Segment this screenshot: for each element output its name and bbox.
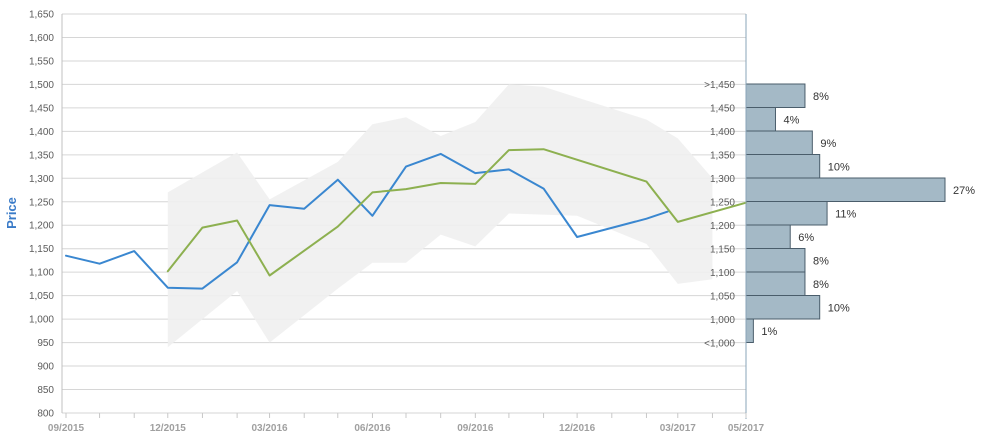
y-tick-label: 1,600 <box>29 33 54 44</box>
series-line-1 <box>65 152 669 290</box>
x-tick-label: 09/2016 <box>457 423 494 434</box>
series-lines <box>65 148 747 290</box>
histogram-percent-label: 8% <box>813 279 829 291</box>
histogram-bin-label: 1,100 <box>710 268 735 279</box>
axes: 1,650 1,600 1,550 1,500 1,450 1,400 1,350 1,300… <box>29 10 765 435</box>
x-tick-label: 09/2015 <box>48 423 85 434</box>
y-tick-label: 1,500 <box>29 80 54 91</box>
histogram-bin-label: 1,300 <box>710 174 735 185</box>
x-tick-label: 12/2016 <box>559 423 596 434</box>
histogram-bin-label: >1,450 <box>704 80 735 91</box>
histogram-bin-label: 1,350 <box>710 151 735 162</box>
y-tick-label: 1,050 <box>29 291 54 302</box>
histogram-bin-label: 1,250 <box>710 198 735 209</box>
distribution-histogram: 8% >1,450 4% 1,450 9% 1,400 10% 1,350 27% 1,300 11… <box>704 80 975 350</box>
y-tick-label: 1,450 <box>29 103 54 114</box>
histogram-bar <box>745 177 946 202</box>
histogram-bin-label: <1,000 <box>704 339 735 350</box>
y-axis-label: Price <box>4 197 19 229</box>
y-tick-label: 1,250 <box>29 197 54 208</box>
histogram-percent-label: 4% <box>783 114 799 126</box>
histogram-percent-label: 10% <box>828 302 850 314</box>
y-tick-label: 1,650 <box>29 10 54 21</box>
histogram-percent-label: 8% <box>813 91 829 103</box>
y-tick-label: 900 <box>37 362 54 373</box>
histogram-bar <box>745 224 791 249</box>
y-tick-label: 1,000 <box>29 315 54 326</box>
y-tick-label: 800 <box>37 409 54 420</box>
histogram-bin-label: 1,200 <box>710 221 735 232</box>
histogram-percent-label: 27% <box>953 185 975 197</box>
histogram-percent-label: 1% <box>761 326 777 338</box>
histogram-bin-label: 1,000 <box>710 315 735 326</box>
y-tick-label: 1,100 <box>29 268 54 279</box>
x-tick-label: 03/2017 <box>660 423 697 434</box>
series-line-2 <box>166 148 747 277</box>
histogram-bar <box>745 271 806 296</box>
y-tick-label: 1,550 <box>29 56 54 67</box>
histogram-percent-label: 6% <box>798 232 814 244</box>
x-tick-label: 12/2015 <box>150 423 187 434</box>
histogram-bar <box>745 248 806 273</box>
range-band <box>167 84 713 348</box>
x-tick-label: 03/2016 <box>251 423 288 434</box>
histogram-bar <box>745 318 754 343</box>
histogram-bin-label: 1,400 <box>710 127 735 138</box>
histogram-bar <box>745 201 828 226</box>
x-tick-label: 06/2016 <box>354 423 391 434</box>
histogram-percent-label: 8% <box>813 255 829 267</box>
y-tick-label: 1,300 <box>29 174 54 185</box>
histogram-bar <box>745 154 821 179</box>
x-tick-label: 05/2017 <box>728 423 765 434</box>
histogram-bar <box>745 295 821 320</box>
histogram-percent-label: 11% <box>835 208 856 220</box>
histogram-percent-label: 9% <box>820 138 836 150</box>
histogram-bar <box>745 130 813 155</box>
range-band-layer <box>167 84 713 348</box>
histogram-bin-label: 1,050 <box>710 292 735 303</box>
histogram-bar <box>745 107 776 132</box>
y-tick-label: 1,400 <box>29 127 54 138</box>
y-tick-label: 950 <box>37 338 54 349</box>
y-tick-label: 1,200 <box>29 221 54 232</box>
y-tick-label: 1,350 <box>29 150 54 161</box>
histogram-bin-label: 1,150 <box>710 245 735 256</box>
histogram-percent-label: 10% <box>828 161 850 173</box>
histogram-bar <box>745 83 806 108</box>
y-tick-label: 850 <box>37 385 54 396</box>
y-tick-label: 1,150 <box>29 244 54 255</box>
histogram-bin-label: 1,450 <box>710 104 735 115</box>
